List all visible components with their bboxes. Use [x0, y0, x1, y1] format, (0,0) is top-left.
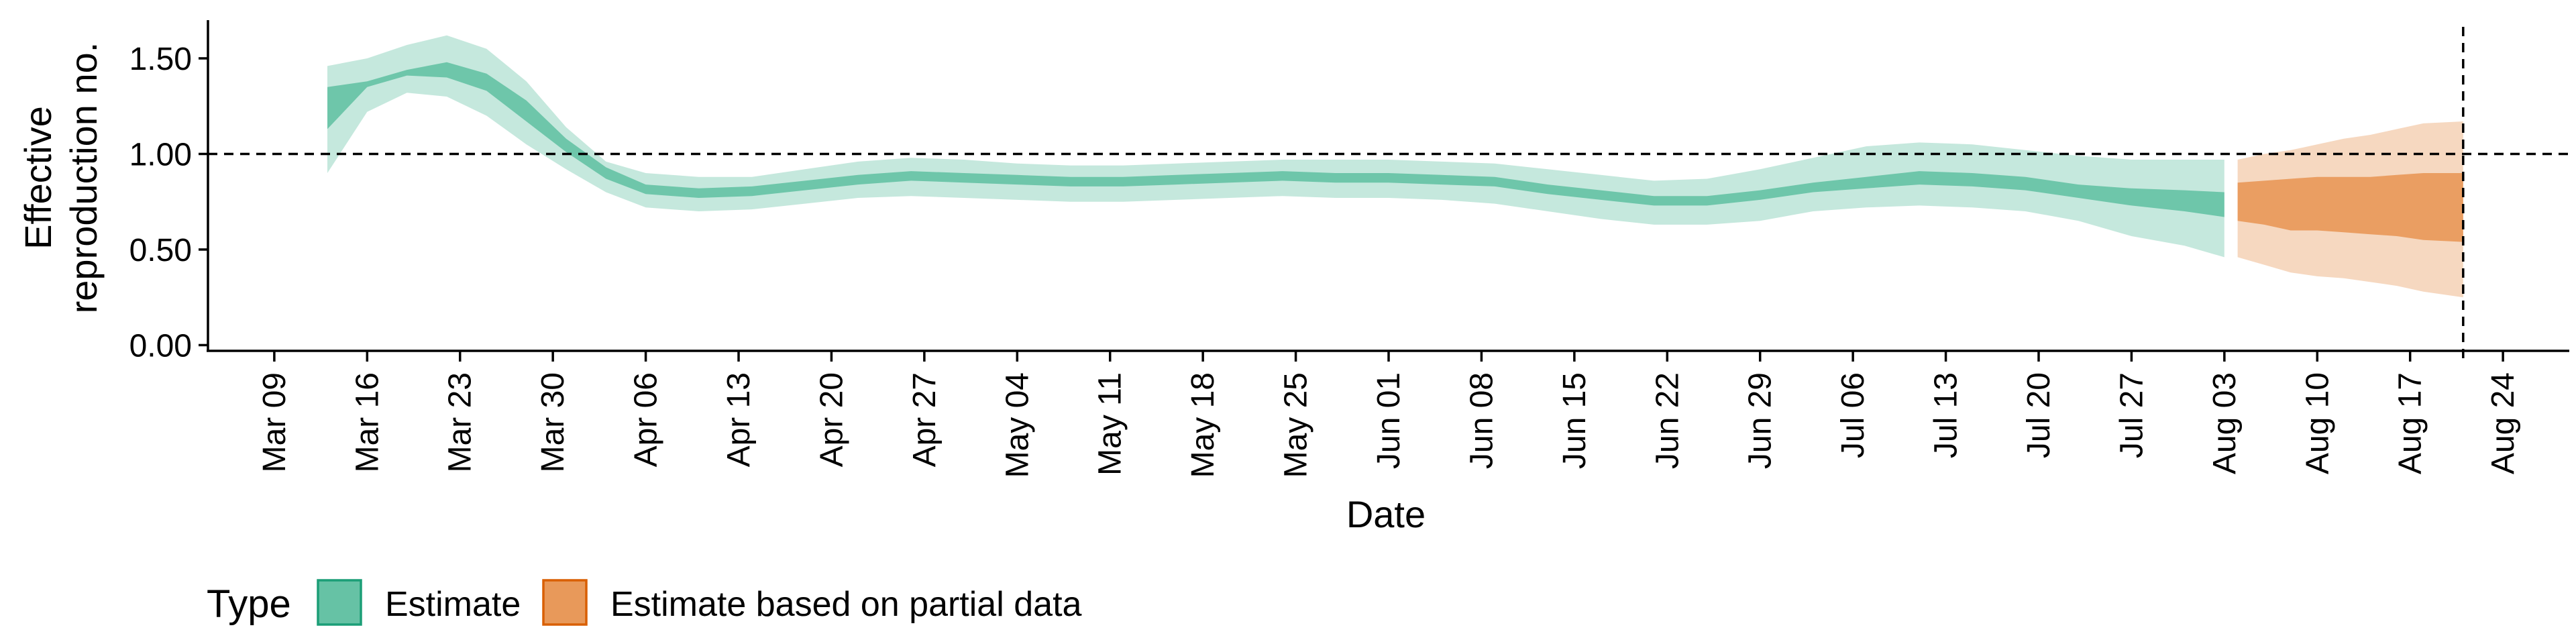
x-tick-label: Mar 23 [443, 372, 478, 472]
x-tick-label: Apr 13 [721, 372, 757, 467]
bands-layer [327, 35, 2463, 298]
y-axis-label-line2: reproduction no. [62, 42, 105, 314]
x-tick-label: Jul 13 [1929, 372, 1964, 458]
legend: Type Estimate Estimate based on partial … [207, 579, 1082, 626]
y-tick-label: 0.50 [129, 233, 192, 268]
x-tick-label: Mar 30 [535, 372, 571, 472]
x-tick-label: Apr 20 [814, 372, 849, 467]
x-tick-label: Jun 22 [1650, 372, 1685, 469]
x-tick-label: Aug 24 [2485, 372, 2521, 474]
y-axis-label-line1: Effective [17, 106, 59, 250]
legend-title: Type [207, 582, 291, 626]
x-tick-label: Mar 16 [350, 372, 385, 472]
estimate-band-90 [327, 35, 2224, 258]
x-tick-label: Jun 29 [1743, 372, 1778, 469]
x-tick-label: Jul 27 [2114, 372, 2149, 458]
x-tick-label: Aug 17 [2393, 372, 2428, 474]
partial-estimate-band-50 [2237, 173, 2463, 242]
x-axis-label: Date [1346, 493, 1426, 535]
x-tick-label: Jul 06 [1835, 372, 1871, 458]
x-tick-label: May 04 [1000, 372, 1035, 478]
x-tick-label: Aug 10 [2300, 372, 2335, 474]
x-tick-label: Jun 08 [1464, 372, 1499, 469]
x-tick-label: May 11 [1093, 372, 1128, 476]
reference-lines [208, 27, 2569, 363]
x-tick-label: May 25 [1279, 372, 1314, 478]
x-tick-label: Mar 09 [257, 372, 292, 472]
y-tick-label: 0.00 [129, 328, 192, 364]
y-tick-label: 1.00 [129, 137, 192, 172]
legend-label-estimate: Estimate [385, 585, 521, 624]
x-tick-label: Jun 15 [1557, 372, 1593, 469]
y-ticks: 0.00 0.50 1.00 1.50 [129, 42, 208, 364]
x-tick-label: Jul 20 [2021, 372, 2057, 458]
legend-swatch-estimate [317, 579, 362, 626]
legend-label-partial: Estimate based on partial data [610, 585, 1082, 624]
x-ticks: Mar 09 Mar 16 Mar 23 Mar 30 Apr 06 Apr 13 Apr … [257, 351, 2521, 478]
legend-swatch-partial [542, 579, 588, 626]
x-tick-label: Aug 03 [2207, 372, 2243, 474]
y-tick-label: 1.50 [129, 42, 192, 77]
x-tick-label: Apr 06 [629, 372, 664, 467]
x-tick-label: May 18 [1185, 372, 1221, 478]
x-tick-label: Apr 27 [907, 372, 943, 467]
x-tick-label: Jun 01 [1371, 372, 1407, 469]
